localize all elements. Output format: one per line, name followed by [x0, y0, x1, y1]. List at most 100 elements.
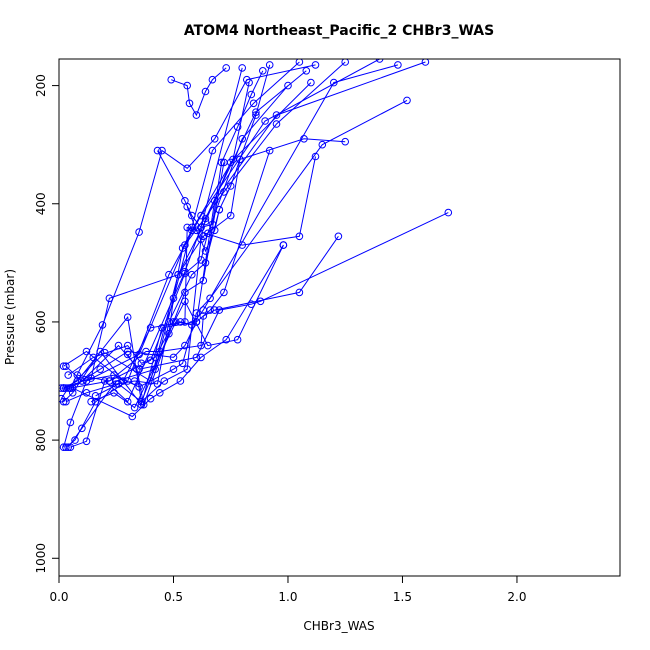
data-point	[295, 288, 304, 297]
data-point	[247, 90, 256, 99]
series-line	[65, 85, 289, 389]
profile-series	[167, 64, 230, 119]
data-point	[215, 205, 224, 214]
data-point	[78, 377, 86, 385]
data-point	[169, 365, 178, 374]
data-point	[208, 146, 217, 155]
series-line	[95, 70, 307, 403]
profile-series	[59, 61, 320, 392]
series-line	[127, 82, 250, 407]
data-point	[158, 146, 166, 155]
data-point	[279, 241, 288, 249]
series-line	[186, 64, 271, 253]
data-point	[341, 137, 350, 146]
data-point	[197, 341, 205, 350]
series-line	[63, 61, 346, 448]
y-axis-label: Pressure (mbar)	[3, 269, 17, 365]
data-point	[210, 197, 219, 205]
data-point	[112, 380, 120, 388]
data-point	[146, 394, 155, 403]
x-tick-label: 0.5	[164, 590, 183, 604]
data-point	[245, 78, 253, 87]
data-point	[142, 347, 150, 356]
data-point	[201, 259, 210, 267]
x-tick-label: 1.5	[393, 590, 412, 604]
data-point	[311, 61, 320, 69]
data-point	[444, 208, 453, 217]
series-line	[70, 150, 271, 389]
data-point	[71, 436, 79, 444]
series-line	[63, 244, 284, 418]
data-point	[87, 397, 95, 406]
plot-area	[59, 59, 453, 452]
data-point	[169, 353, 178, 362]
x-tick-label: 1.0	[278, 590, 297, 604]
series-line	[157, 70, 264, 228]
profile-series	[78, 96, 411, 391]
data-point	[206, 294, 214, 303]
series-line	[63, 61, 426, 406]
data-point	[226, 211, 235, 220]
data-point	[59, 362, 68, 371]
data-point	[66, 443, 75, 452]
profile-series	[123, 78, 253, 409]
data-point	[146, 324, 155, 332]
data-point	[91, 392, 100, 400]
data-point	[238, 64, 246, 72]
data-point	[394, 61, 402, 69]
data-point	[222, 335, 230, 344]
data-point	[318, 140, 327, 149]
data-point	[259, 67, 267, 75]
data-point	[199, 306, 208, 314]
data-point	[334, 232, 343, 241]
data-point	[96, 365, 104, 374]
profile-series	[73, 232, 343, 385]
data-point	[208, 75, 217, 84]
chart-title: ATOM4 Northeast_Pacific_2 CHBr3_WAS	[184, 23, 494, 39]
data-point	[181, 197, 189, 205]
data-point	[176, 377, 185, 385]
series-line	[77, 236, 339, 382]
data-point	[62, 397, 70, 406]
data-point	[64, 371, 72, 379]
data-point	[208, 220, 217, 229]
data-point	[123, 397, 132, 406]
data-point	[295, 59, 304, 66]
data-point	[135, 228, 143, 236]
data-point	[185, 99, 194, 108]
data-point	[272, 111, 281, 119]
data-point	[176, 318, 185, 326]
data-point	[265, 61, 274, 69]
series-line	[67, 61, 300, 448]
x-tick-label: 0.0	[49, 590, 68, 604]
y-axis: 200 400 600 800 1000	[34, 74, 59, 574]
profile-series	[62, 81, 292, 392]
y-tick-label: 800	[34, 429, 48, 452]
data-point	[201, 214, 210, 223]
data-point	[210, 306, 219, 314]
data-point	[226, 182, 235, 190]
x-tick-label: 2.0	[507, 590, 526, 604]
data-point	[178, 359, 187, 368]
data-point	[123, 350, 132, 359]
data-point	[220, 158, 228, 167]
data-point	[133, 365, 141, 374]
data-point	[68, 384, 77, 392]
profile-series	[62, 208, 453, 385]
data-point	[183, 164, 191, 173]
data-point	[114, 380, 123, 388]
series-line	[171, 67, 227, 117]
data-point	[165, 329, 173, 338]
y-tick-label: 400	[34, 192, 48, 215]
data-point	[249, 99, 258, 108]
y-tick-label: 200	[34, 74, 48, 97]
data-point	[156, 389, 164, 397]
data-point	[153, 146, 162, 155]
x-axis: 0.0 0.5 1.0 1.5 2.0	[49, 576, 527, 604]
data-point	[188, 211, 196, 220]
data-point	[284, 81, 292, 90]
data-point	[233, 123, 242, 131]
data-point	[252, 111, 260, 119]
data-point	[222, 64, 230, 72]
data-point	[110, 371, 118, 379]
